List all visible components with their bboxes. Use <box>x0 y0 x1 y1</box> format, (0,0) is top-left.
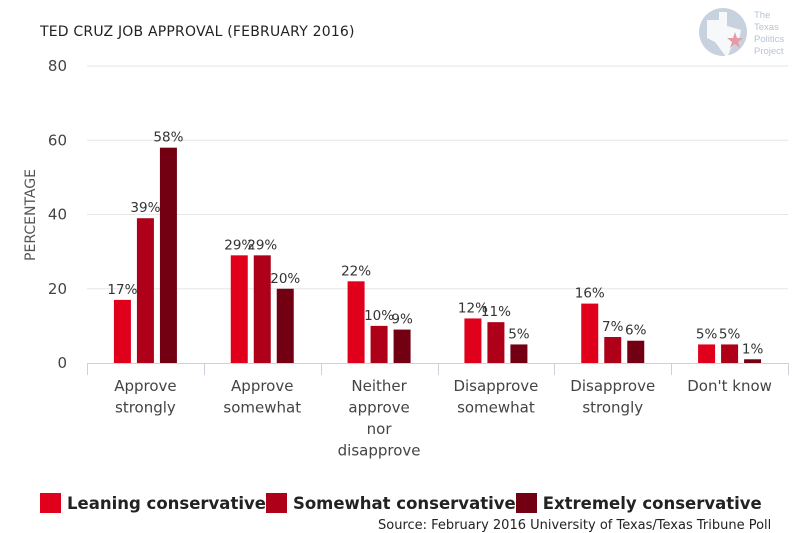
data-label: 5% <box>719 326 741 342</box>
x-category-label-line: Disapprove <box>453 377 538 395</box>
x-category-label-line: strongly <box>115 399 176 417</box>
data-label: 29% <box>247 237 277 253</box>
data-label: 29% <box>224 237 254 253</box>
bar <box>253 255 271 363</box>
legend-swatch <box>265 493 287 513</box>
bar <box>113 299 131 363</box>
logo-line: Texas <box>754 22 779 33</box>
bar <box>627 340 645 363</box>
bar-chart: 0 20 40 60 80 PERCENTAGE 17% 39% 58% 29%29% 20% 2… <box>23 57 789 460</box>
data-label: 22% <box>341 263 371 279</box>
legend-label: Somewhat conservative <box>292 493 516 513</box>
texas-logo-icon <box>699 8 747 58</box>
x-category-label-line: Disapprove <box>570 377 655 395</box>
data-label: 39% <box>130 200 160 216</box>
category-labels: Approve strongly Approve somewhat Neither app… <box>114 377 772 460</box>
legend-swatch <box>515 493 537 513</box>
logo-line: Project <box>754 46 784 57</box>
x-category-label-line: Neither <box>351 377 407 395</box>
x-category-label: Don't know <box>687 377 772 395</box>
source-note: Source: February 2016 University of Texa… <box>378 518 772 533</box>
data-label: 12% <box>458 300 488 316</box>
y-axis-label: PERCENTAGE <box>23 169 39 261</box>
x-category-label-line: Approve <box>114 377 176 395</box>
bar <box>604 337 622 363</box>
data-label: 5% <box>696 326 718 342</box>
legend-label: Leaning conservative <box>67 493 266 513</box>
bar <box>721 344 739 363</box>
bar <box>347 281 365 363</box>
bar <box>136 218 154 363</box>
data-label: 1% <box>742 341 764 357</box>
bar <box>581 303 599 363</box>
legend-item[interactable]: Extremely conservative <box>515 493 762 513</box>
x-axis <box>87 363 789 375</box>
x-category-label: Approve somewhat <box>223 377 301 417</box>
x-category-label-line: somewhat <box>457 399 535 417</box>
logo-text: The Texas Politics Project <box>754 10 784 58</box>
chart-title: TED CRUZ JOB APPROVAL (FEBRUARY 2016) <box>40 24 355 40</box>
bar <box>276 288 294 363</box>
data-label: 11% <box>481 304 511 320</box>
data-label: 17% <box>107 282 137 298</box>
legend-label: Extremely conservative <box>542 493 762 513</box>
data-label: 5% <box>508 326 530 342</box>
legend: Leaning conservative Somewhat conservativ… <box>40 493 762 513</box>
bar <box>370 325 388 363</box>
x-category-label: Approve strongly <box>114 377 176 417</box>
bar <box>698 344 716 363</box>
data-label: 20% <box>270 271 300 287</box>
x-category-label-line: nor <box>367 420 393 438</box>
data-label: 58% <box>153 130 183 146</box>
x-category-label-line: Approve <box>231 377 293 395</box>
bar <box>510 344 528 363</box>
legend-item[interactable]: Somewhat conservative <box>265 493 516 513</box>
y-tick-label: 0 <box>57 354 67 372</box>
x-category-label: Neither approve nor disapprove <box>338 377 421 460</box>
bar <box>464 318 482 363</box>
x-category-label: Disapprove somewhat <box>453 377 538 417</box>
legend-swatch <box>40 493 61 513</box>
gridlines <box>87 65 788 290</box>
data-label: 10% <box>364 308 394 324</box>
bar <box>230 255 248 363</box>
legend-item[interactable]: Leaning conservative <box>40 493 266 513</box>
data-labels: 17% 39% 58% 29%29% 20% 22% 10%9% 12%11% 5% 16% 7% 6… <box>107 130 763 358</box>
data-label: 6% <box>625 323 647 339</box>
data-label: 9% <box>391 312 413 328</box>
x-category-label-line: Don't know <box>687 377 772 395</box>
y-tick-label: 40 <box>48 206 67 224</box>
bars <box>113 147 762 363</box>
logo-line: The <box>754 10 771 21</box>
bar <box>487 322 505 363</box>
logo-line: Politics <box>754 34 785 45</box>
y-tick-label: 20 <box>48 280 67 298</box>
y-tick-label: 80 <box>48 57 67 75</box>
data-label: 7% <box>602 319 624 335</box>
x-category-label-line: disapprove <box>338 442 421 460</box>
x-category-label-line: somewhat <box>223 399 301 417</box>
x-category-label: Disapprove strongly <box>570 377 655 417</box>
bar <box>393 329 411 363</box>
data-label: 16% <box>575 286 605 302</box>
x-category-label-line: strongly <box>582 399 643 417</box>
y-tick-label: 60 <box>48 131 67 149</box>
y-axis-ticks: 0 20 40 60 80 <box>48 57 67 372</box>
bar <box>744 359 762 363</box>
x-category-label-line: approve <box>348 399 409 417</box>
bar <box>159 147 177 363</box>
